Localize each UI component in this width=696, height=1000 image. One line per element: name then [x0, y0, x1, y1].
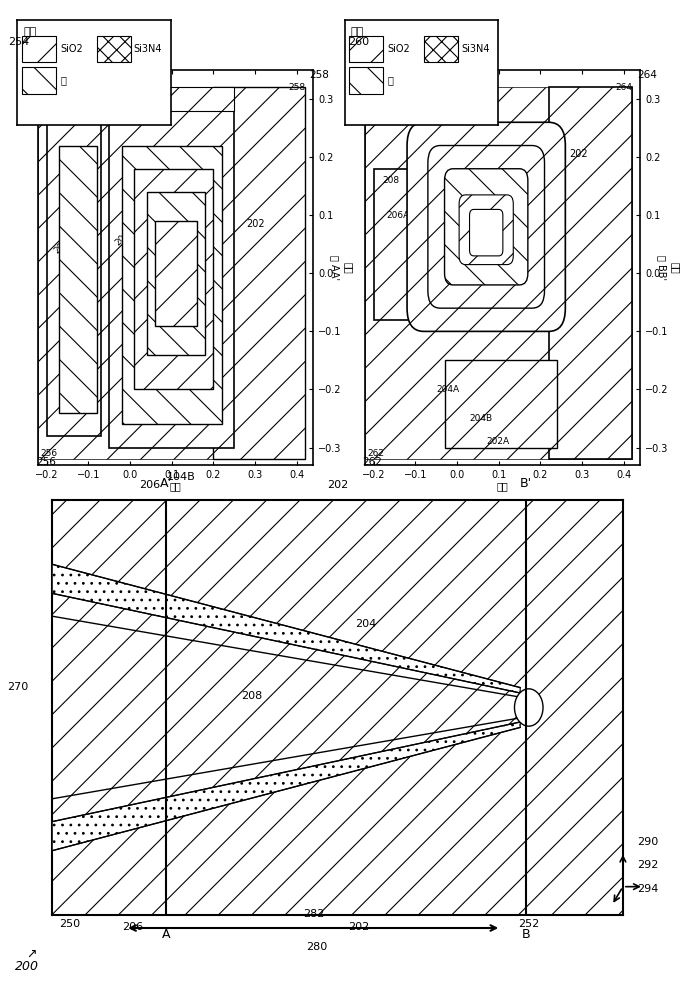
FancyBboxPatch shape	[38, 87, 305, 459]
Text: Si3N4: Si3N4	[134, 44, 162, 54]
FancyBboxPatch shape	[47, 87, 234, 111]
FancyBboxPatch shape	[155, 221, 196, 326]
Text: 204: 204	[356, 619, 377, 629]
Text: 262: 262	[367, 449, 384, 458]
Text: 294: 294	[637, 884, 658, 894]
Text: 202: 202	[519, 234, 537, 243]
X-axis label: 微米: 微米	[497, 481, 509, 491]
Y-axis label: 微米: 微米	[343, 262, 353, 273]
FancyBboxPatch shape	[213, 87, 305, 459]
Text: 202A: 202A	[172, 262, 194, 285]
Text: 250: 250	[59, 919, 80, 929]
Text: 254: 254	[8, 37, 30, 47]
Text: ↗: ↗	[26, 948, 37, 961]
FancyBboxPatch shape	[59, 146, 97, 413]
Text: 206A: 206A	[53, 233, 76, 256]
FancyBboxPatch shape	[97, 36, 131, 62]
Text: 258: 258	[288, 83, 306, 92]
Text: Si3N4: Si3N4	[461, 44, 489, 54]
Y-axis label: 微米: 微米	[670, 262, 680, 273]
FancyBboxPatch shape	[109, 111, 234, 448]
FancyBboxPatch shape	[459, 195, 513, 265]
FancyBboxPatch shape	[349, 67, 383, 94]
Text: 206: 206	[130, 94, 148, 104]
Text: ATHENA
氧化后的数据_40min500nm.str: ATHENA 氧化后的数据_40min500nm.str	[38, 49, 142, 69]
Text: 202: 202	[569, 149, 588, 159]
FancyBboxPatch shape	[374, 169, 428, 320]
Text: 204A: 204A	[436, 385, 459, 394]
Text: B': B'	[520, 477, 532, 490]
FancyBboxPatch shape	[445, 169, 528, 285]
Text: 256: 256	[36, 457, 56, 467]
Text: 280: 280	[306, 942, 327, 952]
Text: 104B: 104B	[167, 472, 196, 482]
Text: 270: 270	[7, 682, 29, 692]
FancyBboxPatch shape	[365, 87, 632, 459]
Text: 260: 260	[348, 37, 369, 47]
Polygon shape	[52, 722, 520, 851]
Text: ATHENA
tpb05044 数据: ATHENA tpb05044 数据	[365, 49, 418, 69]
FancyBboxPatch shape	[22, 67, 56, 94]
Text: 208: 208	[242, 691, 262, 701]
Text: A: A	[162, 928, 171, 941]
Text: 206: 206	[416, 153, 432, 162]
Text: 204C: 204C	[519, 269, 543, 278]
Text: 沿 BB': 沿 BB'	[657, 255, 667, 280]
FancyBboxPatch shape	[548, 87, 632, 459]
Text: 264: 264	[638, 70, 658, 80]
FancyBboxPatch shape	[428, 146, 544, 308]
FancyBboxPatch shape	[470, 209, 503, 256]
Ellipse shape	[514, 689, 543, 726]
Polygon shape	[52, 564, 520, 693]
FancyBboxPatch shape	[122, 146, 221, 424]
Text: 204A: 204A	[139, 314, 161, 337]
Text: 206: 206	[122, 922, 143, 932]
FancyBboxPatch shape	[47, 122, 101, 436]
FancyBboxPatch shape	[52, 500, 623, 915]
Text: 258: 258	[310, 70, 330, 80]
FancyBboxPatch shape	[22, 36, 56, 62]
Text: 256: 256	[40, 449, 58, 458]
Text: 沿 AA': 沿 AA'	[330, 255, 340, 280]
Text: A': A'	[160, 477, 173, 490]
Text: 202: 202	[327, 480, 349, 490]
FancyBboxPatch shape	[445, 360, 557, 448]
Text: 204B: 204B	[147, 355, 169, 378]
Text: 292: 292	[637, 860, 658, 870]
Text: SiO2: SiO2	[388, 44, 410, 54]
Text: 200: 200	[15, 960, 39, 973]
Text: B: B	[521, 928, 530, 941]
Text: 290: 290	[637, 837, 658, 847]
Text: 208: 208	[65, 264, 84, 283]
Text: 202A: 202A	[487, 437, 509, 446]
Text: 硅: 硅	[388, 75, 393, 85]
Text: 204: 204	[436, 170, 453, 179]
FancyBboxPatch shape	[424, 36, 458, 62]
Text: 282: 282	[303, 909, 324, 919]
FancyBboxPatch shape	[134, 169, 213, 389]
Text: 202: 202	[246, 219, 265, 229]
X-axis label: 微米: 微米	[170, 481, 182, 491]
Text: 204B: 204B	[470, 414, 493, 423]
Text: 208: 208	[382, 176, 400, 185]
Text: 材料: 材料	[351, 27, 364, 37]
Text: 204C: 204C	[164, 378, 186, 401]
Text: 202: 202	[348, 922, 370, 932]
Text: 硅: 硅	[61, 75, 66, 85]
Text: 264: 264	[615, 83, 633, 92]
FancyBboxPatch shape	[407, 122, 565, 331]
Text: SiO2: SiO2	[61, 44, 83, 54]
Text: 206: 206	[139, 480, 160, 490]
Text: 206A: 206A	[386, 211, 409, 220]
Text: 252: 252	[519, 919, 540, 929]
Text: 材料: 材料	[24, 27, 37, 37]
Text: 262: 262	[362, 457, 382, 467]
FancyBboxPatch shape	[349, 36, 383, 62]
Text: 204B: 204B	[126, 274, 148, 296]
FancyBboxPatch shape	[147, 192, 205, 355]
Text: 204: 204	[113, 229, 132, 248]
Text: 204B: 204B	[478, 187, 501, 196]
